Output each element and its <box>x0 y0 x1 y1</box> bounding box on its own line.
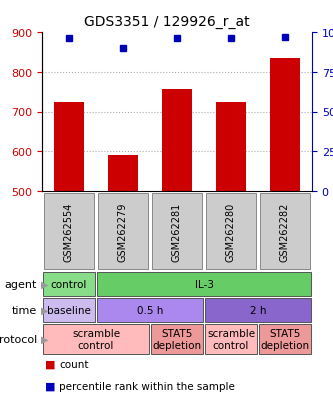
Bar <box>258 325 311 354</box>
Bar <box>151 325 203 354</box>
Bar <box>108 156 138 192</box>
Text: GSM262554: GSM262554 <box>64 202 74 261</box>
Text: control: control <box>51 279 87 289</box>
Text: GDS3351 / 129926_r_at: GDS3351 / 129926_r_at <box>84 15 249 29</box>
Bar <box>216 102 246 192</box>
Text: ▶: ▶ <box>41 279 49 289</box>
Text: STAT5
depletion: STAT5 depletion <box>153 328 201 350</box>
Text: 0.5 h: 0.5 h <box>137 305 163 315</box>
Text: baseline: baseline <box>47 305 91 315</box>
Bar <box>270 59 300 192</box>
Bar <box>260 193 310 270</box>
Bar <box>43 325 150 354</box>
Bar <box>162 90 192 192</box>
Text: time: time <box>12 305 37 315</box>
Text: ■: ■ <box>45 381 56 391</box>
Text: ▶: ▶ <box>41 305 49 315</box>
Bar <box>98 193 148 270</box>
Bar <box>54 102 84 192</box>
Bar <box>97 273 311 296</box>
Text: ▶: ▶ <box>41 334 49 344</box>
Bar <box>204 298 311 322</box>
Text: STAT5
depletion: STAT5 depletion <box>260 328 310 350</box>
Text: scramble
control: scramble control <box>72 328 120 350</box>
Text: agent: agent <box>5 279 37 289</box>
Text: GSM262279: GSM262279 <box>118 202 128 261</box>
Bar <box>44 193 94 270</box>
Bar <box>204 325 257 354</box>
Text: ■: ■ <box>45 359 56 369</box>
Text: scramble
control: scramble control <box>207 328 255 350</box>
Text: GSM262280: GSM262280 <box>226 202 236 261</box>
Text: protocol: protocol <box>0 334 37 344</box>
Text: GSM262282: GSM262282 <box>280 202 290 261</box>
Text: 2 h: 2 h <box>250 305 266 315</box>
Bar <box>97 298 203 322</box>
Text: count: count <box>59 359 89 369</box>
Text: GSM262281: GSM262281 <box>172 202 182 261</box>
Text: IL-3: IL-3 <box>194 279 213 289</box>
Bar <box>43 298 96 322</box>
Text: percentile rank within the sample: percentile rank within the sample <box>59 381 235 391</box>
Bar <box>206 193 256 270</box>
Bar <box>152 193 202 270</box>
Bar <box>43 273 96 296</box>
